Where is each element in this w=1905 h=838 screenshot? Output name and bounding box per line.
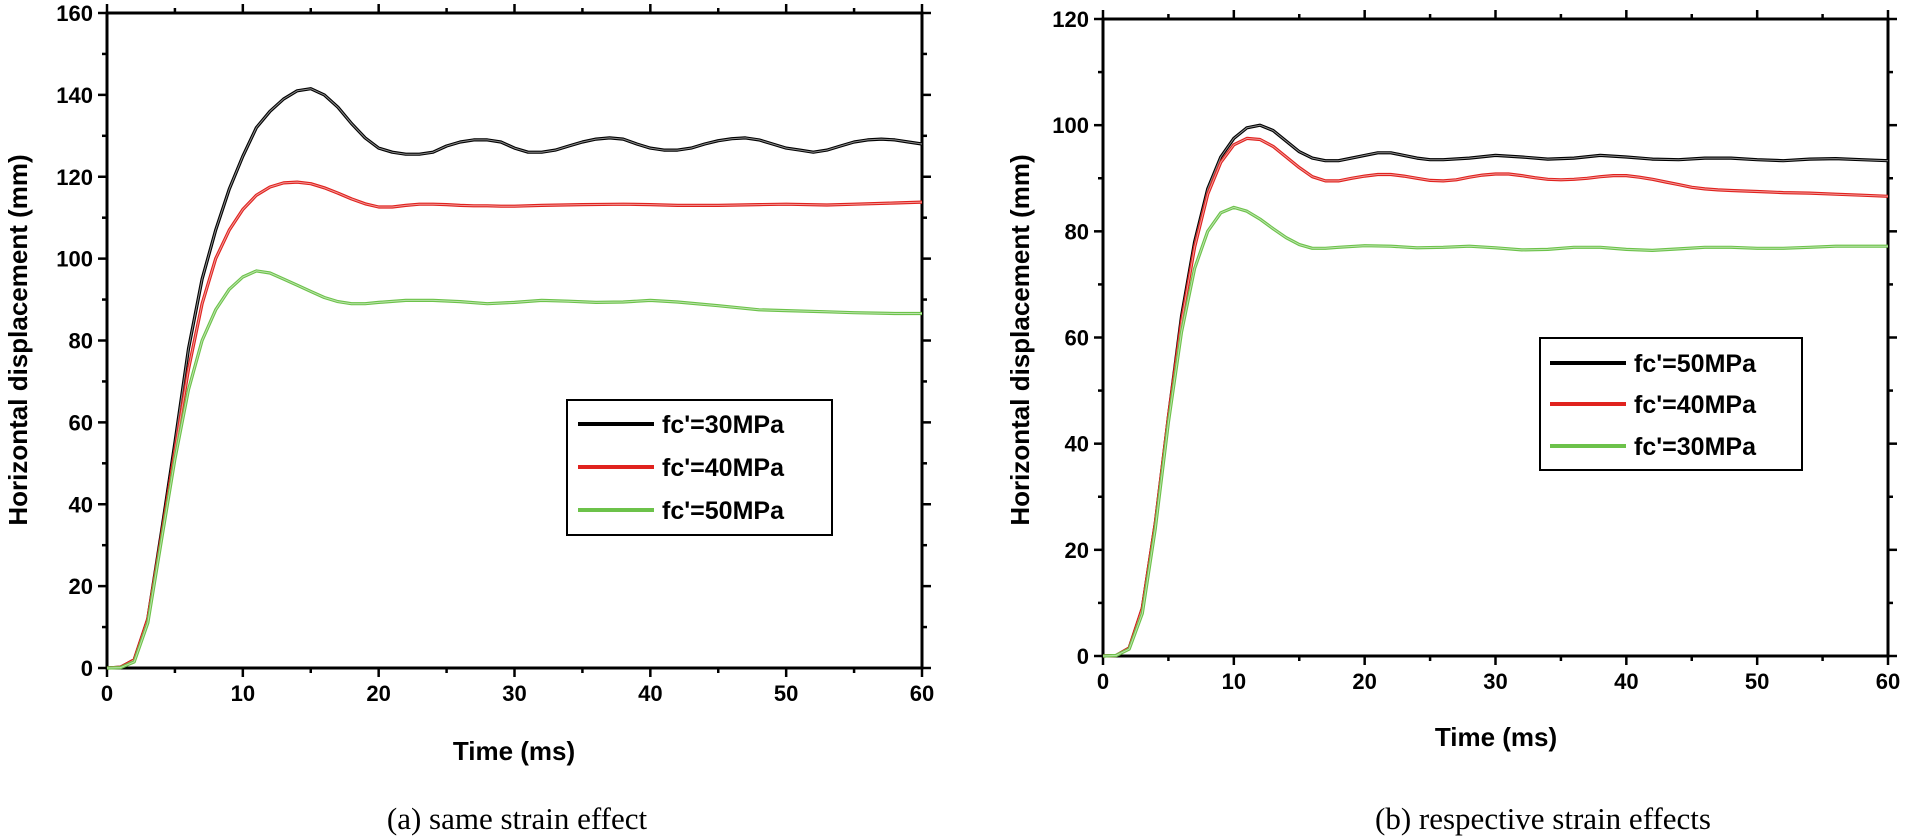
chart-a-y-tick-label: 120: [56, 165, 93, 190]
chart-b-x-axis-label: Time (ms): [1435, 722, 1557, 752]
chart-b-x-tick-label: 10: [1222, 669, 1246, 694]
chart-a-series-1: [106, 180, 923, 670]
chart-b-legend: fc'=50MPa fc'=40MPa fc'=30MPa: [1539, 337, 1803, 471]
chart-a-x-tick-labels: 0 10 20 30 40 50 60: [101, 681, 934, 706]
chart-b-series-2: [1102, 205, 1888, 658]
chart-b-legend-label-1: fc'=40MPa: [1634, 391, 1757, 419]
chart-b-y-tick-label: 40: [1065, 432, 1089, 457]
chart-a-legend-label-2: fc'=50MPa: [662, 497, 785, 525]
chart-a-y-tick-label: 140: [56, 83, 93, 108]
chart-a-x-axis-label: Time (ms): [453, 736, 575, 766]
chart-a-legend-label-1: fc'=40MPa: [662, 454, 785, 482]
chart-b-y-tick-label: 20: [1065, 538, 1089, 563]
chart-a-y-axis-label: Horizontal displacement (mm): [3, 154, 33, 525]
chart-a-y-tick-label: 160: [56, 1, 93, 26]
chart-b-x-tick-label: 20: [1352, 669, 1376, 694]
chart-a-y-tick-label: 20: [69, 574, 93, 599]
chart-a: 0 10 20 30 40 50 60 0 20 40 60 80 100 120 140 160 Time…: [3, 1, 934, 836]
chart-b-legend-label-2: fc'=30MPa: [1634, 433, 1757, 461]
chart-a-series-lines: [106, 87, 923, 670]
chart-b-y-tick-labels: 0 20 40 60 80 100 120: [1052, 7, 1089, 669]
chart-b-series-1: [1102, 136, 1889, 658]
chart-a-legend-label-0: fc'=30MPa: [662, 411, 785, 439]
chart-a-series-core-0: [106, 88, 923, 669]
chart-b-series-core-1: [1102, 137, 1889, 657]
chart-b-x-tick-label: 30: [1483, 669, 1507, 694]
chart-a-legend: fc'=30MPa fc'=40MPa fc'=50MPa: [566, 399, 833, 536]
chart-a-x-tick-label: 40: [638, 681, 662, 706]
chart-b-y-axis-label: Horizontal displacement (mm): [1005, 154, 1035, 525]
chart-a-plot-frame: [105, 11, 924, 670]
chart-a-y-tick-label: 80: [69, 329, 93, 354]
chart-a-ticks: [98, 4, 931, 677]
chart-b-caption: (b) respective strain effects: [1375, 801, 1711, 836]
chart-a-series-core-2: [106, 270, 922, 669]
chart-b-y-tick-label: 120: [1052, 7, 1089, 32]
chart-a-series-2: [106, 269, 922, 670]
chart-b-series-lines: [1102, 123, 1889, 658]
chart-b-ticks: [1094, 10, 1897, 665]
chart-b-y-tick-label: 100: [1052, 113, 1089, 138]
chart-a-y-tick-labels: 0 20 40 60 80 100 120 140 160: [56, 1, 93, 681]
chart-b-x-tick-label: 0: [1097, 669, 1109, 694]
chart-a-series-core-1: [106, 181, 923, 669]
chart-a-y-tick-label: 40: [69, 492, 93, 517]
chart-b-series-core-2: [1102, 206, 1888, 657]
chart-a-x-tick-label: 30: [502, 681, 526, 706]
chart-b-y-tick-label: 60: [1065, 326, 1089, 351]
chart-a-x-tick-label: 0: [101, 681, 113, 706]
chart-b-y-tick-label: 0: [1077, 644, 1089, 669]
chart-b-x-tick-label: 50: [1745, 669, 1769, 694]
chart-a-x-tick-label: 60: [910, 681, 934, 706]
chart-a-y-tick-label: 60: [69, 410, 93, 435]
chart-b-x-tick-label: 60: [1876, 669, 1900, 694]
chart-a-y-tick-label: 100: [56, 247, 93, 272]
chart-b-y-tick-label: 80: [1065, 219, 1089, 244]
chart-a-series-0: [106, 87, 923, 670]
chart-b-x-tick-labels: 0 10 20 30 40 50 60: [1097, 669, 1900, 694]
chart-b-legend-label-0: fc'=50MPa: [1634, 350, 1757, 378]
chart-a-x-tick-label: 50: [774, 681, 798, 706]
chart-b-x-tick-label: 40: [1614, 669, 1638, 694]
chart-a-series-line-0: [106, 87, 923, 670]
chart-a-caption: (a) same strain effect: [387, 801, 648, 836]
chart-a-y-tick-label: 0: [81, 656, 93, 681]
chart-a-x-tick-label: 20: [366, 681, 390, 706]
chart-a-x-tick-label: 10: [231, 681, 255, 706]
